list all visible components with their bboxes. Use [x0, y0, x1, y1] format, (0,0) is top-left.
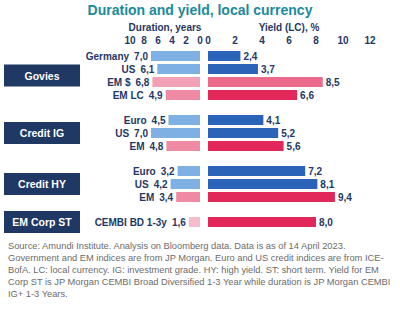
bar — [208, 64, 258, 74]
x-axis-title: Duration, years — [129, 22, 202, 33]
bar — [169, 115, 201, 125]
chart: Duration and yield, local currency Durati… — [0, 0, 400, 238]
bar — [151, 128, 200, 138]
title: Duration and yield, local currency — [88, 2, 313, 18]
data-label: 8,1 — [320, 179, 334, 190]
x2-tick-label: 8 — [313, 35, 319, 46]
data-label: 1,6 — [172, 217, 186, 228]
bar — [208, 115, 263, 125]
category-label: US — [121, 64, 135, 75]
bar — [166, 141, 200, 151]
data-label: 7,0 — [134, 128, 148, 139]
bar — [208, 141, 284, 151]
data-label: 5,6 — [287, 141, 301, 152]
group-box — [4, 173, 80, 195]
data-label: 6,1 — [140, 64, 154, 75]
x2-tick-label: 4 — [259, 35, 265, 46]
category-label: EM LC — [113, 90, 144, 101]
bar — [208, 90, 297, 100]
x2-tick-label: 0 — [205, 35, 211, 46]
data-label: 4,1 — [266, 115, 280, 126]
data-label: 2,4 — [243, 51, 257, 62]
data-label: 9,4 — [338, 192, 352, 203]
x2-tick-label: 10 — [337, 35, 349, 46]
x2-tick-label: 6 — [286, 35, 292, 46]
group-label: Govies — [24, 70, 59, 82]
data-label: 4,5 — [152, 115, 166, 126]
x2-tick-label: 12 — [364, 35, 376, 46]
bars-right — [208, 51, 335, 227]
x-tick-label: 6 — [155, 35, 161, 46]
group-label: Credit IG — [20, 127, 64, 139]
category-label: Germany — [86, 51, 130, 62]
x-tick-label: 0 — [197, 35, 203, 46]
bar — [208, 77, 323, 87]
bar — [178, 166, 200, 176]
bar — [208, 179, 317, 189]
data-label: 4,8 — [149, 141, 163, 152]
category-label: US — [135, 179, 149, 190]
group-label: Credit HY — [18, 178, 66, 190]
bar — [171, 179, 200, 189]
group-label: EM Corp ST — [12, 216, 72, 228]
bar — [152, 77, 200, 87]
data-label: 4,9 — [149, 90, 163, 101]
data-label: 7,2 — [308, 166, 322, 177]
bar — [208, 51, 240, 61]
bar — [176, 192, 200, 202]
x-tick-label: 10 — [124, 35, 136, 46]
category-label: CEMBI BD 1-3y — [95, 217, 168, 228]
bar — [151, 51, 200, 61]
data-label: 8,5 — [326, 77, 340, 88]
bar — [189, 217, 200, 227]
source-note: Source: Amundi Institute. Analysis on Bl… — [8, 240, 396, 300]
data-label: 3,2 — [161, 166, 175, 177]
group-box — [4, 65, 80, 87]
bars-left — [151, 51, 200, 227]
group-box — [4, 211, 80, 233]
category-label: EM — [129, 141, 144, 152]
bar — [208, 217, 316, 227]
bar — [208, 166, 305, 176]
data-label: 7,0 — [134, 51, 148, 62]
data-label: 4,2 — [154, 179, 168, 190]
data-label: 3,4 — [159, 192, 173, 203]
x2-tick-label: 2 — [232, 35, 238, 46]
group-box — [4, 122, 80, 144]
bar — [157, 64, 200, 74]
bar — [208, 192, 335, 202]
data-label: 5,2 — [281, 128, 295, 139]
category-label: Euro — [133, 166, 156, 177]
page: {"chart_data": { "type": "bar", "orienta… — [0, 0, 400, 326]
data-label: 6,8 — [135, 77, 149, 88]
category-label: EM $ — [107, 77, 131, 88]
x2-axis-title: Yield (LC), % — [259, 22, 320, 33]
bar — [208, 128, 278, 138]
bar — [166, 90, 200, 100]
x-tick-label: 4 — [169, 35, 175, 46]
x-tick-label: 8 — [141, 35, 147, 46]
data-label: 3,7 — [261, 64, 275, 75]
category-label: EM — [139, 192, 154, 203]
data-label: 8,0 — [319, 217, 333, 228]
data-label: 6,6 — [300, 90, 314, 101]
category-label: US — [115, 128, 129, 139]
category-label: Euro — [124, 115, 147, 126]
x-tick-label: 2 — [183, 35, 189, 46]
